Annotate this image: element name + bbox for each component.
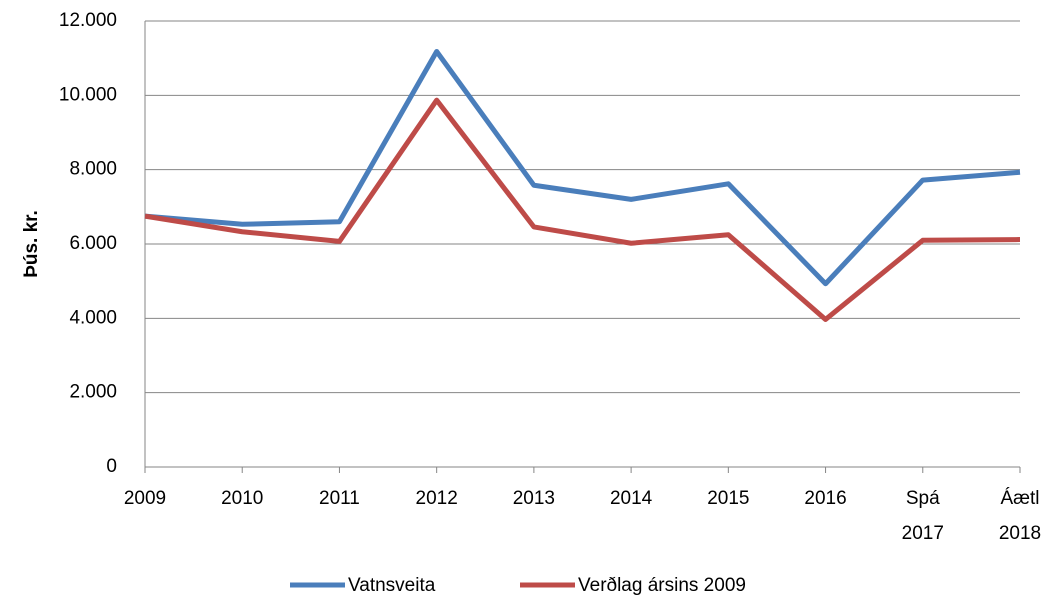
series-line bbox=[144, 97, 1021, 322]
x-tick-label: 2011 bbox=[319, 488, 360, 509]
x-tick-label: 2014 bbox=[609, 488, 653, 509]
y-tick-label: 2.000 bbox=[69, 382, 117, 403]
x-tick-label: Spá 2017 bbox=[901, 488, 944, 544]
series-line bbox=[144, 48, 1021, 287]
x-tick-label: 2012 bbox=[415, 488, 458, 509]
y-tick-label: 12.000 bbox=[59, 10, 117, 31]
y-tick-label: 6.000 bbox=[69, 233, 117, 254]
y-tick-label: 8.000 bbox=[69, 159, 117, 180]
legend-label: Verðlag ársins 2009 bbox=[578, 575, 746, 596]
x-tick-label: 2016 bbox=[804, 488, 847, 509]
x-tick-label: Áætl 2018 bbox=[998, 488, 1042, 544]
x-tick-label: 2015 bbox=[707, 488, 750, 509]
y-tick-label: 10.000 bbox=[59, 84, 117, 105]
x-tick-label: 2013 bbox=[512, 488, 556, 509]
y-tick-label: 4.000 bbox=[69, 307, 117, 328]
legend-label: Vatnsveita bbox=[348, 575, 436, 596]
x-tick-label: 2010 bbox=[221, 488, 264, 509]
y-axis-label: Þús. kr. bbox=[21, 210, 42, 278]
y-tick-label: 0 bbox=[106, 456, 117, 477]
x-tick-label: 2009 bbox=[123, 488, 167, 509]
